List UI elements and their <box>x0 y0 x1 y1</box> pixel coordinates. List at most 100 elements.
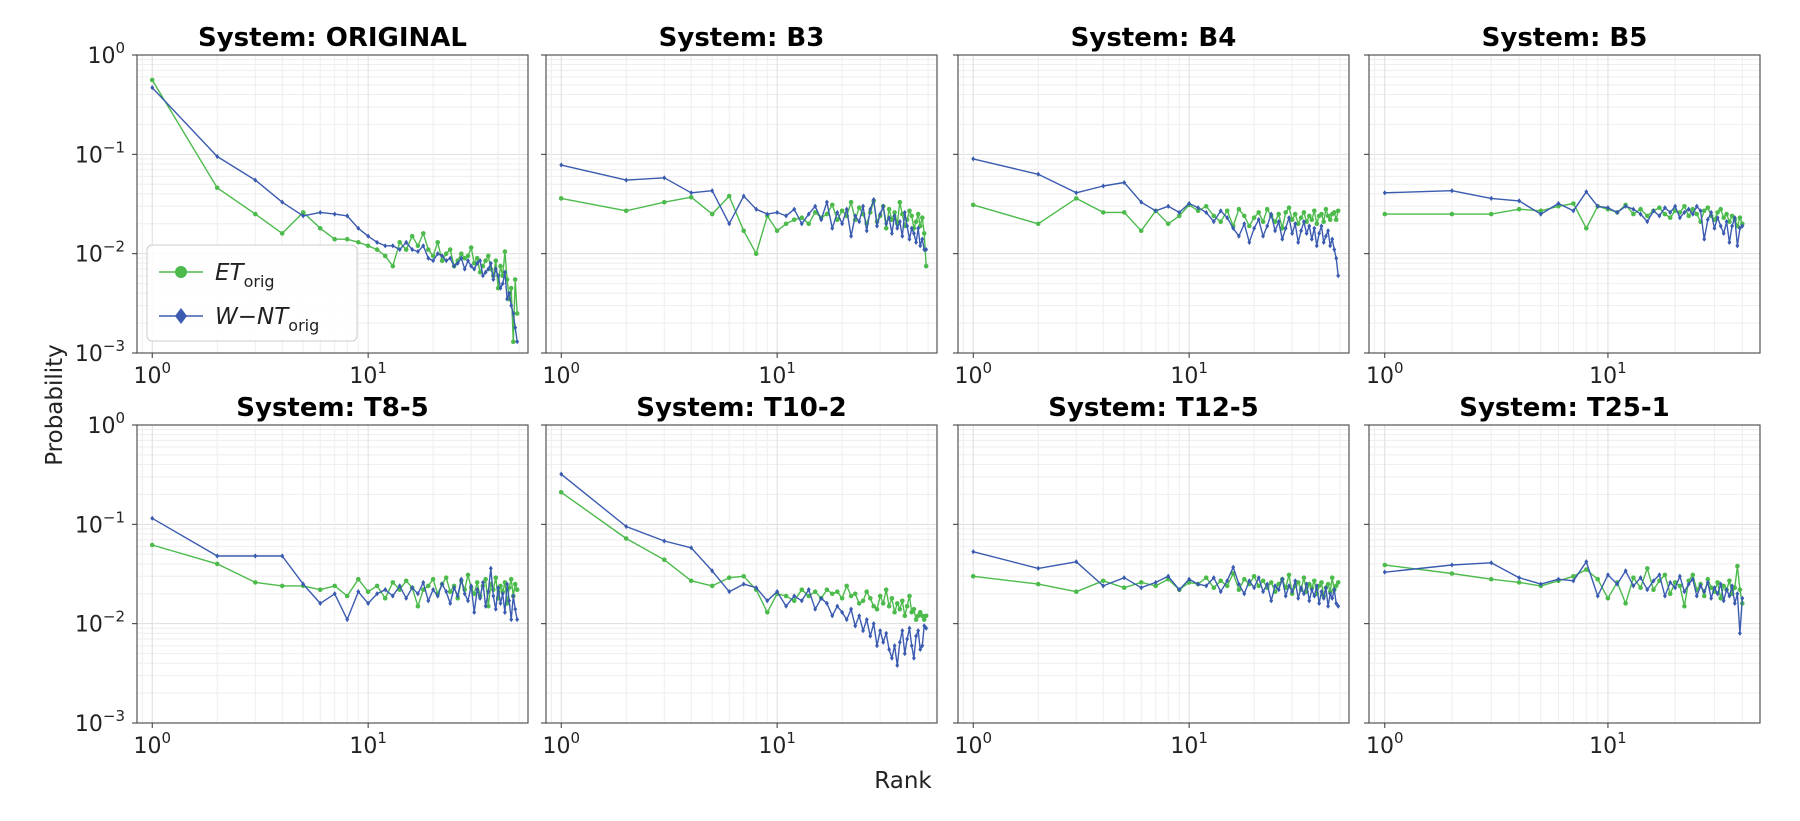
data-point <box>1724 211 1729 217</box>
data-point <box>493 575 499 580</box>
data-point <box>1730 583 1735 589</box>
data-point <box>1122 179 1127 186</box>
data-point <box>215 553 220 559</box>
data-point <box>1718 581 1723 587</box>
data-point <box>765 211 770 217</box>
data-point <box>1328 591 1333 597</box>
data-point <box>1694 211 1700 217</box>
data-point <box>871 603 876 609</box>
data-point <box>840 609 845 615</box>
data-point <box>515 616 520 623</box>
data-point <box>1584 189 1589 195</box>
data-point <box>1330 236 1335 242</box>
series-w-nt-orig <box>971 549 1341 609</box>
data-point <box>1265 223 1270 229</box>
data-point <box>871 197 876 203</box>
subplot-title: System: T12-5 <box>1048 393 1259 423</box>
data-point <box>253 177 258 183</box>
data-point <box>448 600 453 606</box>
subplot: 100 101 System: T25-1 <box>1364 393 1761 759</box>
data-point <box>1332 210 1337 215</box>
data-point <box>897 639 902 645</box>
data-point <box>915 613 921 619</box>
data-point <box>559 471 564 477</box>
data-point <box>902 650 907 657</box>
data-point <box>1682 603 1687 609</box>
data-point <box>662 175 667 181</box>
data-point <box>317 226 323 231</box>
data-point <box>920 236 925 242</box>
data-point <box>1100 210 1106 215</box>
data-point <box>864 616 869 623</box>
data-point <box>356 576 361 582</box>
data-point <box>455 593 460 599</box>
data-point <box>1735 563 1740 569</box>
series-w-nt-orig <box>1382 559 1745 636</box>
data-point <box>415 591 420 597</box>
grid <box>137 425 528 724</box>
data-point <box>1449 188 1454 194</box>
data-point <box>1224 208 1230 214</box>
data-point <box>1268 580 1274 585</box>
data-point <box>824 199 829 205</box>
data-point <box>1651 587 1656 592</box>
data-point <box>688 194 694 200</box>
data-point <box>889 596 895 601</box>
data-point <box>397 246 402 253</box>
data-point <box>791 217 797 222</box>
data-point <box>914 633 919 639</box>
data-point <box>1280 236 1285 242</box>
data-point <box>345 213 350 219</box>
data-point <box>1312 593 1317 599</box>
data-point <box>1138 228 1144 234</box>
data-point <box>913 617 919 622</box>
data-point <box>468 245 474 250</box>
data-point <box>447 247 453 252</box>
data-point <box>1295 221 1301 227</box>
data-point <box>1662 572 1668 578</box>
data-point <box>488 565 493 572</box>
subplot-title: System: T25-1 <box>1459 393 1670 423</box>
data-point <box>920 643 925 649</box>
data-point <box>214 561 220 567</box>
data-point <box>861 628 866 634</box>
data-point <box>1715 210 1720 215</box>
data-point <box>1304 581 1309 587</box>
data-point <box>332 591 337 597</box>
series-w-nt-orig <box>1382 188 1745 249</box>
data-point <box>1735 591 1740 597</box>
plot-frame <box>957 54 1350 354</box>
data-point <box>923 263 929 269</box>
data-point <box>1074 559 1079 565</box>
data-point <box>1727 578 1732 584</box>
data-point <box>830 591 835 597</box>
data-point <box>1333 583 1339 589</box>
data-point <box>1645 566 1650 571</box>
data-point <box>1721 583 1726 589</box>
data-point <box>835 603 840 609</box>
data-point <box>900 628 905 634</box>
data-point <box>1571 578 1576 584</box>
data-point <box>469 263 474 269</box>
data-point <box>1677 573 1682 579</box>
data-point <box>1667 215 1673 220</box>
data-point <box>439 258 445 264</box>
data-point <box>1224 583 1230 589</box>
data-point <box>1571 208 1576 214</box>
data-point <box>1623 568 1628 574</box>
data-point <box>397 583 402 589</box>
data-point <box>892 213 897 219</box>
data-point <box>1638 211 1643 217</box>
data-point <box>1036 171 1041 177</box>
data-point <box>900 598 905 604</box>
data-point <box>1251 574 1257 579</box>
data-point <box>1293 578 1298 584</box>
data-point <box>892 210 897 215</box>
data-point <box>905 223 910 229</box>
data-point <box>775 209 780 216</box>
data-point <box>813 203 818 209</box>
data-point <box>444 589 449 595</box>
data-point <box>710 188 715 194</box>
data-point <box>1301 210 1307 215</box>
data-point <box>784 213 789 219</box>
